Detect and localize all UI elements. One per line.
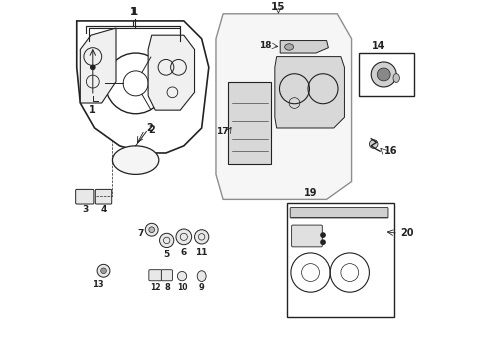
Text: 2: 2 bbox=[146, 123, 153, 133]
Text: 12: 12 bbox=[150, 283, 160, 292]
Circle shape bbox=[320, 232, 325, 238]
Text: 17: 17 bbox=[215, 127, 228, 136]
Circle shape bbox=[177, 271, 186, 281]
FancyBboxPatch shape bbox=[289, 208, 387, 218]
Circle shape bbox=[145, 223, 158, 236]
Ellipse shape bbox=[392, 73, 399, 82]
Circle shape bbox=[176, 229, 191, 245]
Circle shape bbox=[148, 227, 154, 233]
Text: 15: 15 bbox=[271, 2, 285, 12]
Circle shape bbox=[370, 62, 395, 87]
FancyBboxPatch shape bbox=[148, 270, 162, 281]
Circle shape bbox=[377, 68, 389, 81]
Text: 4: 4 bbox=[100, 205, 106, 214]
Text: 5: 5 bbox=[163, 250, 169, 259]
Text: 1: 1 bbox=[129, 7, 136, 17]
FancyBboxPatch shape bbox=[291, 225, 322, 247]
Text: 3: 3 bbox=[82, 205, 89, 214]
Bar bbox=[287, 203, 394, 317]
Circle shape bbox=[97, 264, 110, 277]
Text: 18: 18 bbox=[258, 41, 271, 50]
Text: 20: 20 bbox=[399, 228, 412, 238]
Polygon shape bbox=[80, 28, 116, 103]
Text: 10: 10 bbox=[177, 283, 187, 292]
Text: 6: 6 bbox=[181, 248, 186, 257]
Text: 14: 14 bbox=[371, 41, 385, 51]
Circle shape bbox=[90, 64, 96, 70]
Polygon shape bbox=[280, 41, 328, 53]
Text: 11: 11 bbox=[195, 248, 207, 257]
FancyBboxPatch shape bbox=[95, 189, 111, 204]
Circle shape bbox=[368, 140, 377, 148]
Circle shape bbox=[159, 233, 173, 248]
Ellipse shape bbox=[284, 44, 293, 50]
Text: 8: 8 bbox=[164, 283, 169, 292]
Text: 19: 19 bbox=[303, 188, 317, 198]
Polygon shape bbox=[274, 57, 344, 128]
Polygon shape bbox=[216, 14, 351, 199]
Circle shape bbox=[101, 268, 106, 274]
FancyBboxPatch shape bbox=[161, 270, 172, 281]
Text: 9: 9 bbox=[199, 283, 204, 292]
Text: 7: 7 bbox=[137, 229, 143, 238]
FancyBboxPatch shape bbox=[76, 189, 94, 204]
Text: 16: 16 bbox=[383, 146, 396, 156]
Polygon shape bbox=[228, 82, 271, 164]
Text: 1: 1 bbox=[131, 6, 138, 17]
Polygon shape bbox=[148, 35, 194, 110]
Circle shape bbox=[320, 239, 325, 245]
Ellipse shape bbox=[197, 271, 206, 282]
Text: 2: 2 bbox=[148, 125, 155, 135]
Text: 1: 1 bbox=[89, 105, 96, 115]
Ellipse shape bbox=[112, 146, 159, 174]
Text: 13: 13 bbox=[92, 280, 104, 289]
Bar bbox=[358, 53, 413, 96]
Circle shape bbox=[194, 230, 208, 244]
